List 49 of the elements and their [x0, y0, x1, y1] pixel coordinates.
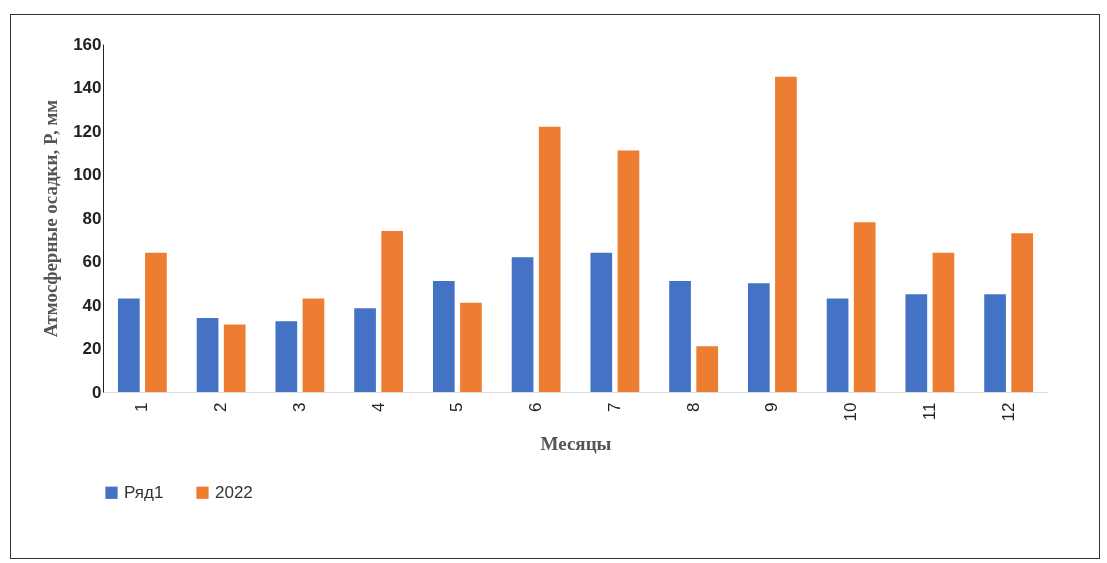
y-axis-title: Атмосферные осадки, P, мм — [40, 99, 62, 338]
legend-label: 2022 — [215, 482, 253, 502]
y-tick-label: 60 — [82, 252, 102, 271]
x-tick-label: 11 — [919, 402, 939, 421]
bar — [984, 294, 1006, 392]
bar — [196, 318, 219, 392]
y-tick-label: 160 — [73, 34, 102, 54]
bar — [275, 321, 298, 392]
bar — [511, 257, 534, 392]
y-tick-label: 140 — [73, 78, 102, 97]
bar — [223, 324, 246, 392]
x-tick-label: 8 — [683, 402, 703, 412]
bar — [1011, 233, 1034, 392]
x-tick-label: 2 — [211, 402, 231, 412]
bar — [853, 222, 876, 392]
legend-label: Ряд1 — [124, 482, 164, 502]
x-tick-label: 10 — [841, 402, 861, 422]
x-tick-label: 4 — [368, 402, 388, 412]
bar — [747, 283, 770, 392]
y-tick-label: 40 — [82, 295, 102, 315]
bar — [775, 76, 797, 392]
bar — [302, 298, 325, 392]
bar — [460, 302, 482, 392]
bar — [432, 281, 455, 392]
y-tick-label: 20 — [82, 339, 102, 358]
bar — [669, 281, 691, 392]
bar — [932, 252, 955, 392]
bar — [354, 308, 376, 392]
bar — [696, 346, 719, 392]
x-tick-label: 3 — [289, 402, 309, 412]
x-tick-label: 7 — [604, 402, 624, 412]
bar — [145, 252, 167, 392]
x-tick-label: 6 — [526, 402, 546, 412]
bar — [826, 298, 849, 392]
x-tick-label: 12 — [998, 402, 1018, 422]
bar — [117, 298, 140, 392]
y-tick-label: 80 — [82, 208, 102, 228]
y-tick-label: 120 — [73, 121, 102, 141]
x-tick-label: 9 — [762, 402, 782, 412]
bar — [617, 150, 640, 392]
x-tick-label: 1 — [132, 402, 152, 412]
bar — [538, 126, 561, 392]
x-axis-title: Месяцы — [540, 433, 612, 455]
bar — [590, 252, 613, 392]
bar — [905, 294, 928, 392]
bar — [381, 231, 404, 392]
y-tick-label: 100 — [73, 165, 102, 184]
x-tick-label: 5 — [447, 402, 467, 412]
y-tick-label: 0 — [92, 382, 102, 402]
